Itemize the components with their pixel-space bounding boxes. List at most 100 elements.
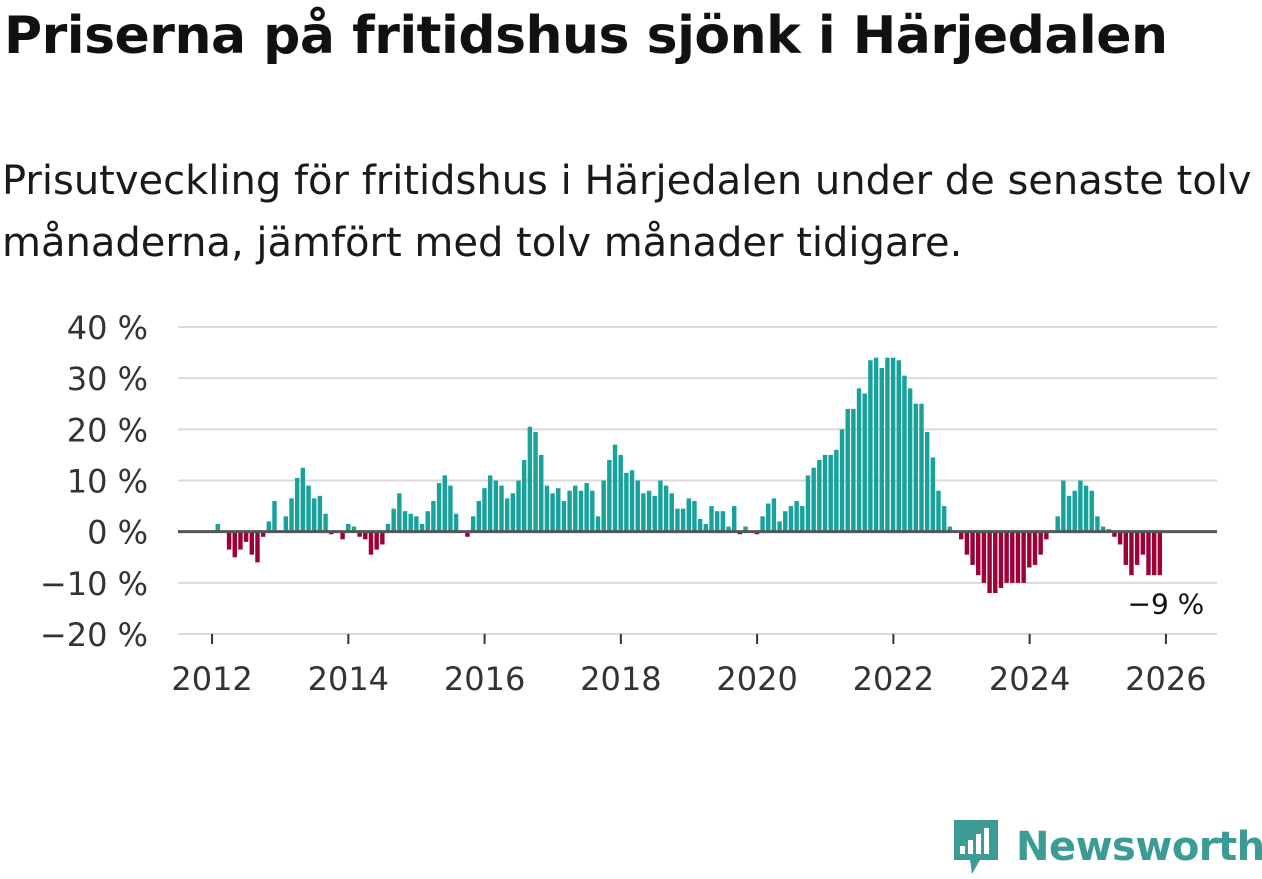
bar-positive <box>504 498 510 532</box>
y-tick-label: 30 % <box>67 360 148 398</box>
bar-positive <box>913 403 919 532</box>
bar-negative <box>964 531 970 555</box>
bar-positive <box>817 460 822 532</box>
bar-positive <box>868 360 873 532</box>
bar-positive <box>385 523 391 532</box>
chart-subtitle: Prisutveckling för fritidshus i Härjedal… <box>2 158 1252 266</box>
bar-positive <box>930 457 936 532</box>
bar-positive <box>618 454 623 532</box>
bar-positive <box>266 521 272 532</box>
bar-positive <box>533 431 538 532</box>
bar-positive <box>641 493 646 532</box>
bar-positive <box>544 485 550 532</box>
bar-positive <box>697 518 703 532</box>
bar-positive <box>408 513 413 532</box>
bar-negative <box>368 531 374 555</box>
bar-positive <box>720 511 726 532</box>
grid-lines <box>178 326 1217 635</box>
bar-negative <box>1112 531 1117 537</box>
bar-negative <box>465 531 470 537</box>
bar-positive <box>624 472 629 532</box>
y-tick-label: 20 % <box>67 411 148 449</box>
bar-positive <box>442 475 447 532</box>
bar-positive <box>550 493 555 532</box>
bar-positive <box>879 367 884 532</box>
bar-positive <box>567 490 572 532</box>
bar-positive <box>522 460 527 532</box>
bar-negative <box>1134 531 1140 565</box>
bar-positive <box>414 516 419 532</box>
x-tick-label: 2024 <box>989 660 1070 698</box>
bar-positive <box>431 500 436 532</box>
bar-positive <box>346 523 351 532</box>
bar-positive <box>936 490 941 532</box>
bar-positive <box>300 467 306 532</box>
bar-positive <box>675 508 680 532</box>
bar-positive <box>885 357 890 532</box>
bar-negative <box>1129 531 1134 576</box>
bar-positive <box>635 480 640 532</box>
bar-positive <box>845 408 850 532</box>
bar-negative <box>998 531 1004 588</box>
bar-positive <box>1100 526 1106 532</box>
bar-positive <box>834 449 839 532</box>
bar-series <box>215 357 1163 594</box>
bar-positive <box>402 511 408 532</box>
bar-positive <box>436 483 442 532</box>
bar-positive <box>1061 480 1066 532</box>
bar-negative <box>243 531 249 542</box>
bar-negative <box>981 531 987 583</box>
bar-positive <box>419 523 425 532</box>
bar-positive <box>788 506 794 532</box>
bar-chart: 40 %30 %20 %10 %0 %−10 %−20 % 2012 2014 20… <box>40 309 1217 698</box>
bar-negative <box>1157 531 1163 576</box>
bar-positive <box>584 483 589 532</box>
bar-positive <box>1083 485 1089 532</box>
bar-positive <box>783 511 788 532</box>
x-tick-label: 2018 <box>580 660 661 698</box>
bar-positive <box>919 403 924 532</box>
bar-positive <box>941 506 947 532</box>
bar-positive <box>658 480 663 532</box>
bar-positive <box>294 477 300 532</box>
x-tick-label: 2012 <box>171 660 252 698</box>
bar-positive <box>800 506 805 532</box>
bar-positive <box>902 375 907 532</box>
bar-positive <box>692 500 697 532</box>
bar-negative <box>232 531 237 558</box>
bar-negative <box>1032 531 1038 565</box>
bar-positive <box>1078 480 1083 532</box>
bar-negative <box>374 531 379 550</box>
bar-positive <box>839 429 845 532</box>
bar-positive <box>924 431 930 532</box>
bar-negative <box>1015 531 1021 583</box>
bar-positive <box>601 480 606 532</box>
y-tick-label: −10 % <box>40 565 148 603</box>
bar-negative <box>1027 531 1032 568</box>
y-tick-label: 10 % <box>67 463 148 501</box>
bar-positive <box>1055 516 1060 532</box>
bar-negative <box>1044 531 1049 540</box>
y-axis-ticks: 40 % 30 % 20 % 10 % 0 % −10 % −20 % <box>40 309 148 654</box>
bar-positive <box>1072 490 1077 532</box>
bar-negative <box>987 531 992 594</box>
bar-negative <box>363 531 368 540</box>
bar-positive <box>323 513 328 532</box>
bar-positive <box>1095 516 1100 532</box>
bar-positive <box>703 523 709 532</box>
annotations: −9 % <box>1128 588 1205 621</box>
bar-positive <box>607 460 612 532</box>
bar-positive <box>612 444 618 532</box>
bar-positive <box>453 513 459 532</box>
brand-name: Newsworthy <box>1016 824 1262 870</box>
bar-positive <box>317 495 323 532</box>
bar-positive <box>731 506 737 532</box>
y-tick-label: 40 % <box>67 309 148 347</box>
x-tick-label: 2014 <box>308 660 389 698</box>
x-tick-label: 2026 <box>1125 660 1206 698</box>
bar-negative <box>970 531 975 565</box>
bar-positive <box>873 357 879 532</box>
bar-positive <box>578 490 584 532</box>
bar-negative <box>249 531 255 555</box>
bar-positive <box>714 511 720 532</box>
